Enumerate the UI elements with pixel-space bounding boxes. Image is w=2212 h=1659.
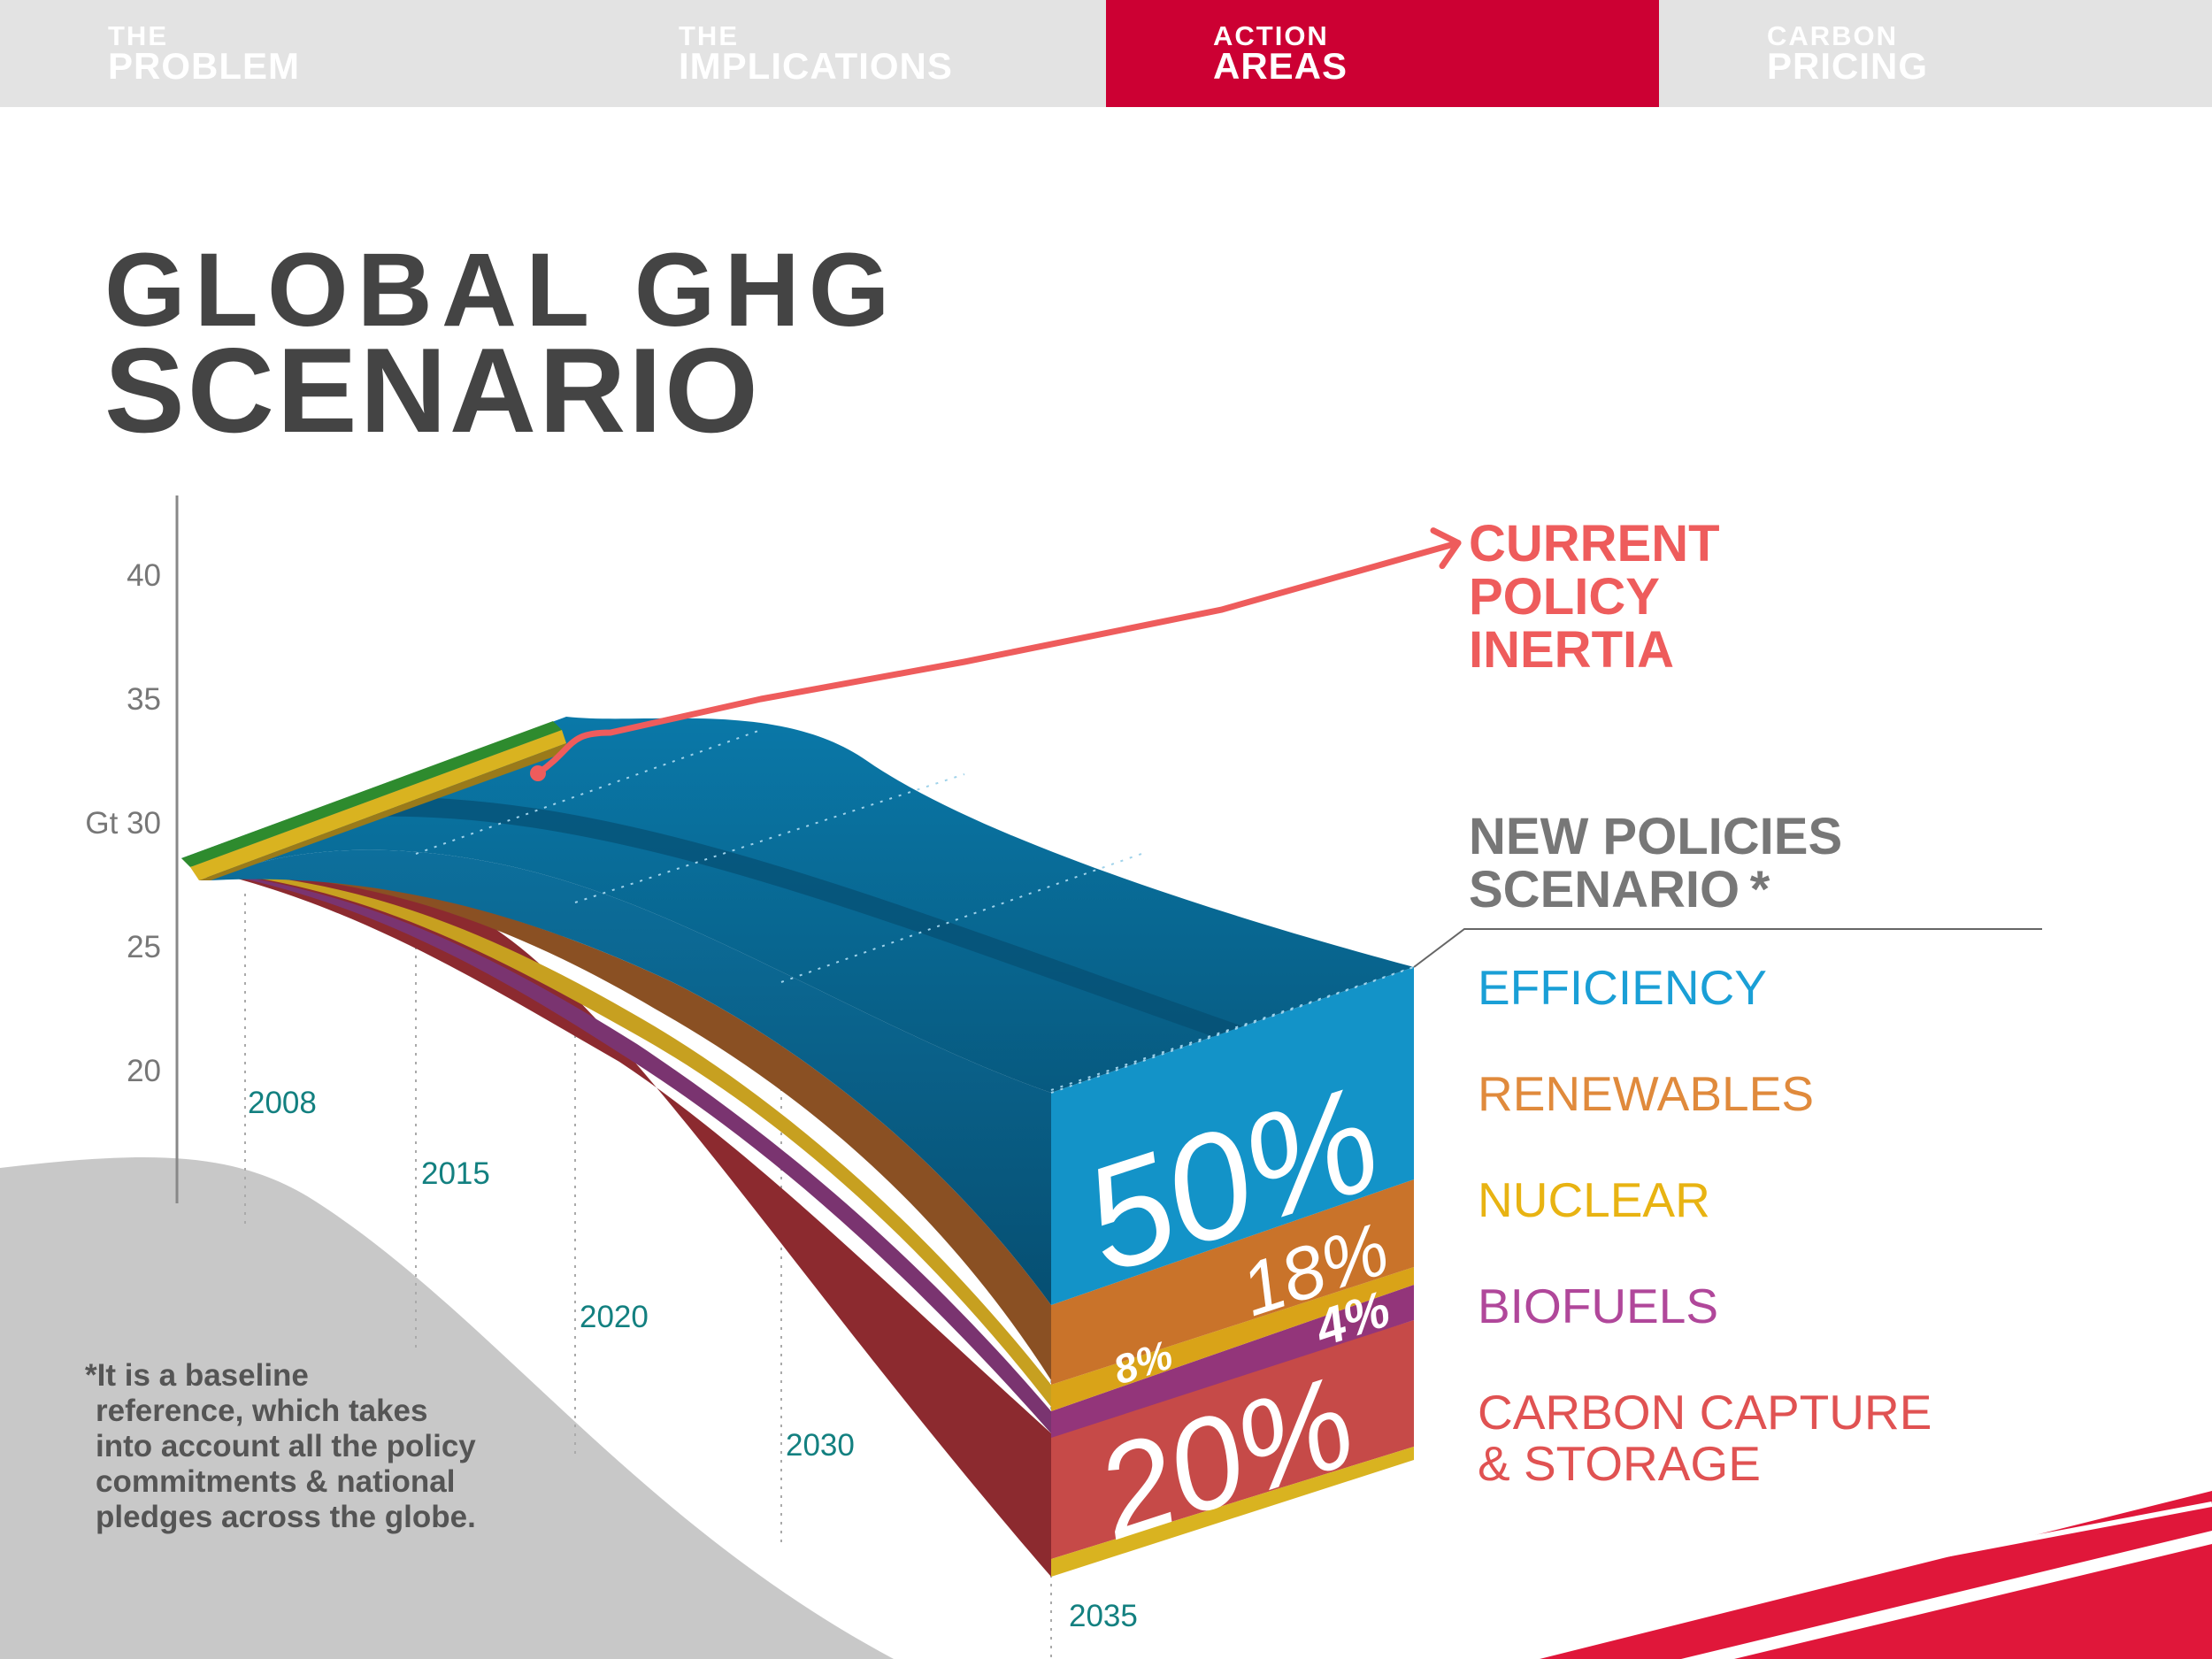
current-policy-label-line: CURRENT [1469,515,1720,572]
legend-biofuels: BIOFUELS [1478,1279,1719,1333]
efficiency-side-surface [211,849,1051,1305]
nav-tab-small-label: CARBON [1767,20,1899,51]
renewables-sheet [211,872,1051,1380]
legend-nuclear: NUCLEAR [1478,1172,1710,1227]
footnote-line: pledges across the globe. [96,1500,476,1534]
start-edge-green [181,721,562,867]
nav-tab-carbon-pricing[interactable]: CARBON PRICING [1659,0,2212,107]
decorative-red-stripe [1734,1544,2212,1659]
efficiency-shade-band [371,796,1242,1045]
nav-tab-label: PRICING [1767,45,1929,87]
y-tick-label: 25 [127,930,161,964]
new-policies-pointer [1413,928,2042,968]
front-biofuels-face [1051,1285,1414,1438]
footnote: *It is a baseline reference, which takes… [85,1358,476,1535]
footnote-line: *It is a baseline [85,1358,309,1393]
nav-tab-problem[interactable]: THE PROBLEM [0,0,553,107]
current-policy-line [534,540,1462,777]
page-title-line2: SCENARIO [104,323,761,457]
new-policies-label-line: SCENARIO * [1469,861,1770,918]
page-title-line1: GLOBAL GHG [104,232,899,349]
x-tick-label: 2020 [580,1300,649,1334]
footnote-line: reference, which takes [96,1394,428,1428]
decorative-grey-wave [0,1157,894,1659]
front-ccs-bottom-edge [1051,1447,1414,1577]
surface-dotted-line [574,773,965,903]
front-renewables-face [1051,1179,1414,1385]
decorative-red-stripe [1540,1491,2212,1659]
front-efficiency-face [1051,967,1414,1305]
nav-tab-label: AREAS [1213,45,1348,87]
footnote-line: into account all the policy [96,1429,476,1463]
legend-ccs-line2: & STORAGE [1478,1436,1761,1491]
nav-tab-small-label: THE [108,20,168,51]
nav-tab-action-areas[interactable]: ACTION AREAS [1106,0,1659,107]
decorative-red-stripe-thin [1556,1502,2212,1631]
current-policy-arrowhead [1430,527,1462,570]
start-edge-yellow [190,730,566,880]
nav-tab-implications[interactable]: THE IMPLICATIONS [553,0,1106,107]
x-tick-label: 2008 [248,1086,317,1120]
front-nuclear-face [1051,1267,1414,1411]
y-tick-label: Gt 30 [85,806,161,841]
nav-tab-small-label: THE [679,20,739,51]
x-tick-label: 2030 [786,1428,855,1463]
new-policies-label-line: NEW POLICIES [1469,808,1843,865]
y-tick-label: 40 [127,558,161,593]
x-tick-label: 2035 [1069,1599,1138,1633]
y-axis-ticks: 20 25 Gt 30 35 40 [85,558,161,1088]
current-policy-start-dot [530,765,546,781]
legend-efficiency: EFFICIENCY [1478,960,1767,1015]
nav-tab-label: PROBLEM [108,45,300,87]
start-edge-dark [199,743,566,880]
x-tick-label: 2015 [421,1156,490,1191]
nav-tab-small-label: ACTION [1213,20,1329,51]
current-policy-label: CURRENT POLICY INERTIA [1469,518,1720,677]
year-gridlines [244,894,1052,1659]
nav-tab-label: IMPLICATIONS [679,45,953,87]
new-policies-label: NEW POLICIES SCENARIO * [1469,810,1842,917]
top-navigation: THE PROBLEM THE IMPLICATIONS ACTION AREA… [0,0,2212,107]
legend-ccs: CARBON CAPTURE [1478,1385,1932,1440]
footnote-line: commitments & national [96,1464,456,1499]
surface-dotted-lines [415,729,1415,1091]
y-tick-label: 20 [127,1054,161,1088]
current-policy-label-line: POLICY [1469,568,1660,626]
legend-renewables: RENEWABLES [1478,1066,1815,1121]
current-policy-label-line: INERTIA [1469,621,1674,679]
front-ccs-face [1051,1320,1414,1559]
y-tick-label: 35 [127,682,161,717]
